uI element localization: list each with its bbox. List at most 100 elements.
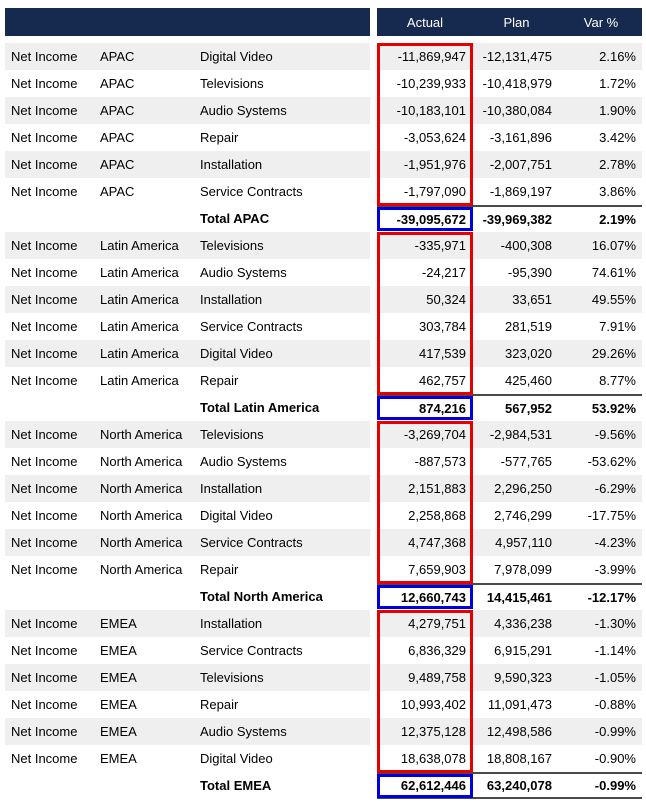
cell-actual: 4,279,751 [377, 610, 473, 637]
cell-plan: -10,380,084 [473, 97, 560, 124]
column-gutter [370, 394, 377, 421]
cell-account: Net Income [11, 184, 78, 199]
cell-plan: -10,418,979 [482, 76, 552, 91]
cell-region: Latin America [100, 340, 200, 367]
column-gutter [370, 232, 377, 259]
cell-actual: -10,183,101 [377, 97, 473, 124]
cell-product: Installation [200, 286, 370, 313]
cell-plan: 9,590,323 [473, 664, 560, 691]
cell-product: Audio Systems [200, 718, 370, 745]
cell-var-pct: 16.07% [560, 232, 642, 259]
table-row: Net Income North America Televisions -3,269… [5, 421, 642, 448]
cell-region-empty [100, 583, 200, 610]
cell-product: Digital Video [200, 508, 273, 523]
cell-plan: 4,336,238 [473, 610, 560, 637]
column-gutter [370, 205, 377, 232]
total-row: Total Latin America 874,216 567,952 53.92% [5, 394, 642, 421]
cell-var-pct: 29.26% [560, 340, 642, 367]
cell-actual: -3,269,704 [377, 421, 473, 448]
header-dimension-spacer [5, 8, 370, 36]
column-gutter [370, 502, 377, 529]
table-row: Net Income Latin America Repair 462,757 425,… [5, 367, 642, 394]
table-row: Net Income North America Repair 7,659,903 7,… [5, 556, 642, 583]
cell-account: Net Income [5, 421, 100, 448]
cell-product: Repair [200, 697, 239, 712]
cell-account: Net Income [5, 97, 100, 124]
cell-actual: 10,993,402 [400, 697, 466, 712]
cell-region: Latin America [100, 319, 179, 334]
cell-region: EMEA [100, 718, 200, 745]
cell-total-plan: 63,240,078 [473, 772, 560, 799]
cell-plan: -577,765 [500, 454, 552, 469]
cell-actual: -24,217 [421, 265, 466, 280]
cell-region: North America [100, 508, 183, 523]
cell-product: Digital Video [200, 340, 370, 367]
cell-var-pct: 7.91% [599, 319, 636, 334]
cell-plan: 33,651 [473, 286, 560, 313]
cell-region: APAC [100, 151, 200, 178]
total-label: Total North America [200, 589, 323, 604]
cell-actual: 2,258,868 [408, 508, 466, 523]
cell-account: Net Income [11, 454, 78, 469]
cell-actual: 303,784 [419, 319, 466, 334]
cell-region: Latin America [100, 232, 200, 259]
cell-region: EMEA [100, 697, 137, 712]
cell-plan: -3,161,896 [489, 130, 552, 145]
table-row: Net Income EMEA Service Contracts 6,836,329… [5, 637, 642, 664]
cell-var-pct: -0.90% [594, 751, 636, 766]
cell-product: Televisions [200, 664, 370, 691]
cell-product: Televisions [200, 76, 264, 91]
cell-actual: -11,869,947 [377, 43, 473, 70]
column-header-var-pct: Var % [560, 8, 642, 36]
cell-account: Net Income [5, 475, 100, 502]
column-gutter [370, 43, 377, 70]
cell-actual: -1,951,976 [377, 151, 473, 178]
cell-total-var-pct: -0.99% [560, 772, 642, 799]
cell-plan: 6,915,291 [494, 643, 552, 658]
cell-total-actual: -39,095,672 [377, 205, 473, 232]
cell-product: Digital Video [200, 751, 273, 766]
column-gutter [370, 610, 377, 637]
cell-actual: 18,638,078 [400, 751, 466, 766]
cell-var-pct: 1.90% [560, 97, 642, 124]
cell-region: EMEA [100, 610, 200, 637]
cell-region: North America [100, 562, 183, 577]
cell-product: Repair [200, 130, 239, 145]
cell-account: Net Income [5, 43, 100, 70]
table-row: Net Income APAC Service Contracts -1,797,09… [5, 178, 642, 205]
cell-account: Net Income [5, 718, 100, 745]
cell-region: APAC [100, 184, 135, 199]
cell-region: EMEA [100, 664, 200, 691]
cell-region: APAC [100, 43, 200, 70]
table-body: Net Income APAC Digital Video -11,869,947 -1… [5, 43, 642, 799]
cell-plan: 323,020 [473, 340, 560, 367]
cell-actual: 4,747,368 [377, 529, 473, 556]
cell-region: EMEA [100, 643, 137, 658]
cell-account: Net Income [5, 232, 100, 259]
cell-total-actual: 62,612,446 [377, 772, 473, 799]
cell-var-pct: -3.99% [594, 562, 636, 577]
cell-total-plan: -39,969,382 [473, 205, 560, 232]
cell-actual: 7,659,903 [408, 562, 466, 577]
cell-account: Net Income [11, 265, 78, 280]
table-row: Net Income Latin America Audio Systems -24,… [5, 259, 642, 286]
cell-account: Net Income [11, 697, 78, 712]
cell-region: APAC [100, 97, 200, 124]
total-row: Total North America 12,660,743 14,415,461-… [5, 583, 642, 610]
column-gutter [370, 637, 377, 664]
column-header-actual: Actual [377, 8, 473, 36]
table-row: Net Income Latin America Installation 50,32… [5, 286, 642, 313]
cell-plan: 18,808,167 [486, 751, 552, 766]
cell-product: Audio Systems [200, 97, 370, 124]
table-row: Net Income EMEA Installation 4,279,751 4,336… [5, 610, 642, 637]
cell-account-empty [5, 583, 100, 610]
cell-product: Audio Systems [200, 454, 287, 469]
cell-plan: 281,519 [505, 319, 552, 334]
cell-product: Audio Systems [200, 265, 287, 280]
table-row: Net Income Latin America Televisions -335,9… [5, 232, 642, 259]
column-gutter [370, 124, 377, 151]
cell-plan: -95,390 [507, 265, 552, 280]
cell-plan: 12,498,586 [473, 718, 560, 745]
column-gutter [370, 97, 377, 124]
